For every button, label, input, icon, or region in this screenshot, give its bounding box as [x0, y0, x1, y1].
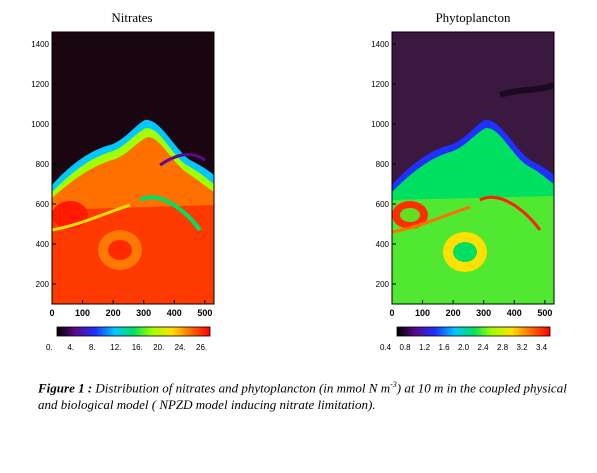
colorbar-tick-label: 3.4 — [536, 343, 548, 352]
phyto-title: Phytoplancton — [435, 10, 511, 25]
x-tick-label: 400 — [167, 308, 182, 318]
colorbar-tick-label: 16. — [131, 343, 143, 352]
nitrates-frame — [51, 31, 215, 305]
x-tick-label: 200 — [106, 308, 121, 318]
caption-label: Figure 1 : — [38, 380, 93, 396]
nitrates-field — [52, 32, 214, 304]
y-tick-label: 1000 — [371, 120, 389, 129]
colorbar-tick-label: 8. — [88, 343, 96, 352]
nitrates-title: Nitrates — [111, 10, 153, 25]
y-tick-label: 200 — [36, 280, 50, 289]
x-tick-label: 0 — [49, 308, 54, 318]
x-tick-label: 300 — [136, 308, 151, 318]
colorbar-tick-label: 1.6 — [438, 343, 450, 352]
y-tick-label: 1000 — [31, 120, 49, 129]
colorbar-tick-label: 20. — [153, 343, 165, 352]
nitrates-x-axis: 0 100 200 300 400 500 — [49, 300, 212, 318]
caption-exponent: -3 — [390, 380, 397, 389]
y-tick-label: 1400 — [31, 40, 49, 49]
colorbar-tick-label: 24. — [174, 343, 186, 352]
caption-text-1: Distribution of nitrates and phytoplanct… — [92, 380, 391, 396]
y-tick-label: 1400 — [371, 40, 389, 49]
colorbar-tick-label: 2.8 — [497, 343, 509, 352]
colorbar-tick-label: 2.0 — [458, 343, 470, 352]
colorbar-tick-label: 0. — [46, 343, 53, 352]
x-tick-label: 300 — [476, 308, 491, 318]
y-tick-label: 800 — [36, 160, 50, 169]
nitrates-colorbar — [56, 326, 211, 337]
y-tick-label: 600 — [376, 200, 390, 209]
x-tick-label: 500 — [537, 308, 552, 318]
colorbar-tick-label: 1.2 — [419, 343, 431, 352]
colorbar-tick-label: 3.2 — [516, 343, 528, 352]
y-tick-label: 1200 — [31, 80, 49, 89]
figure-caption: Figure 1 : Distribution of nitrates and … — [38, 376, 578, 413]
colorbar-tick-label: 4. — [67, 343, 75, 352]
caption-text-2: ) at 10 m in the coupled physical and bi… — [38, 380, 567, 413]
y-tick-label: 400 — [36, 240, 50, 249]
phyto-colorbar — [396, 326, 551, 337]
nitrates-plot: 1400 1200 1000 800 600 400 200 0 100 200 300 400 50… — [31, 31, 215, 337]
y-tick-label: 1200 — [371, 80, 389, 89]
phyto-frame — [391, 31, 555, 305]
y-tick-label: 400 — [376, 240, 390, 249]
y-tick-label: 600 — [36, 200, 50, 209]
x-tick-label: 500 — [197, 308, 212, 318]
x-tick-label: 400 — [507, 308, 522, 318]
x-tick-label: 100 — [415, 308, 430, 318]
colorbar-tick-label: 0.4 — [380, 343, 392, 352]
colorbar-tick-label: 12. — [110, 343, 122, 352]
phyto-field — [392, 32, 554, 304]
y-tick-label: 200 — [376, 280, 390, 289]
colorbar-tick-label: 0.8 — [399, 343, 411, 352]
phyto-y-axis: 1400 1200 1000 800 600 400 200 — [371, 40, 396, 289]
x-tick-label: 100 — [75, 308, 90, 318]
colorbar-tick-label: 2.4 — [477, 343, 489, 352]
x-tick-label: 200 — [446, 308, 461, 318]
phyto-x-axis: 0 100 200 300 400 500 — [389, 300, 552, 318]
y-tick-label: 800 — [376, 160, 390, 169]
colorbar-tick-label: 26. — [196, 343, 208, 352]
phyto-plot: 1400 1200 1000 800 600 400 200 0 100 200 300 400 50… — [371, 31, 555, 337]
x-tick-label: 0 — [389, 308, 394, 318]
nitrates-y-axis: 1400 1200 1000 800 600 400 200 — [31, 40, 56, 289]
